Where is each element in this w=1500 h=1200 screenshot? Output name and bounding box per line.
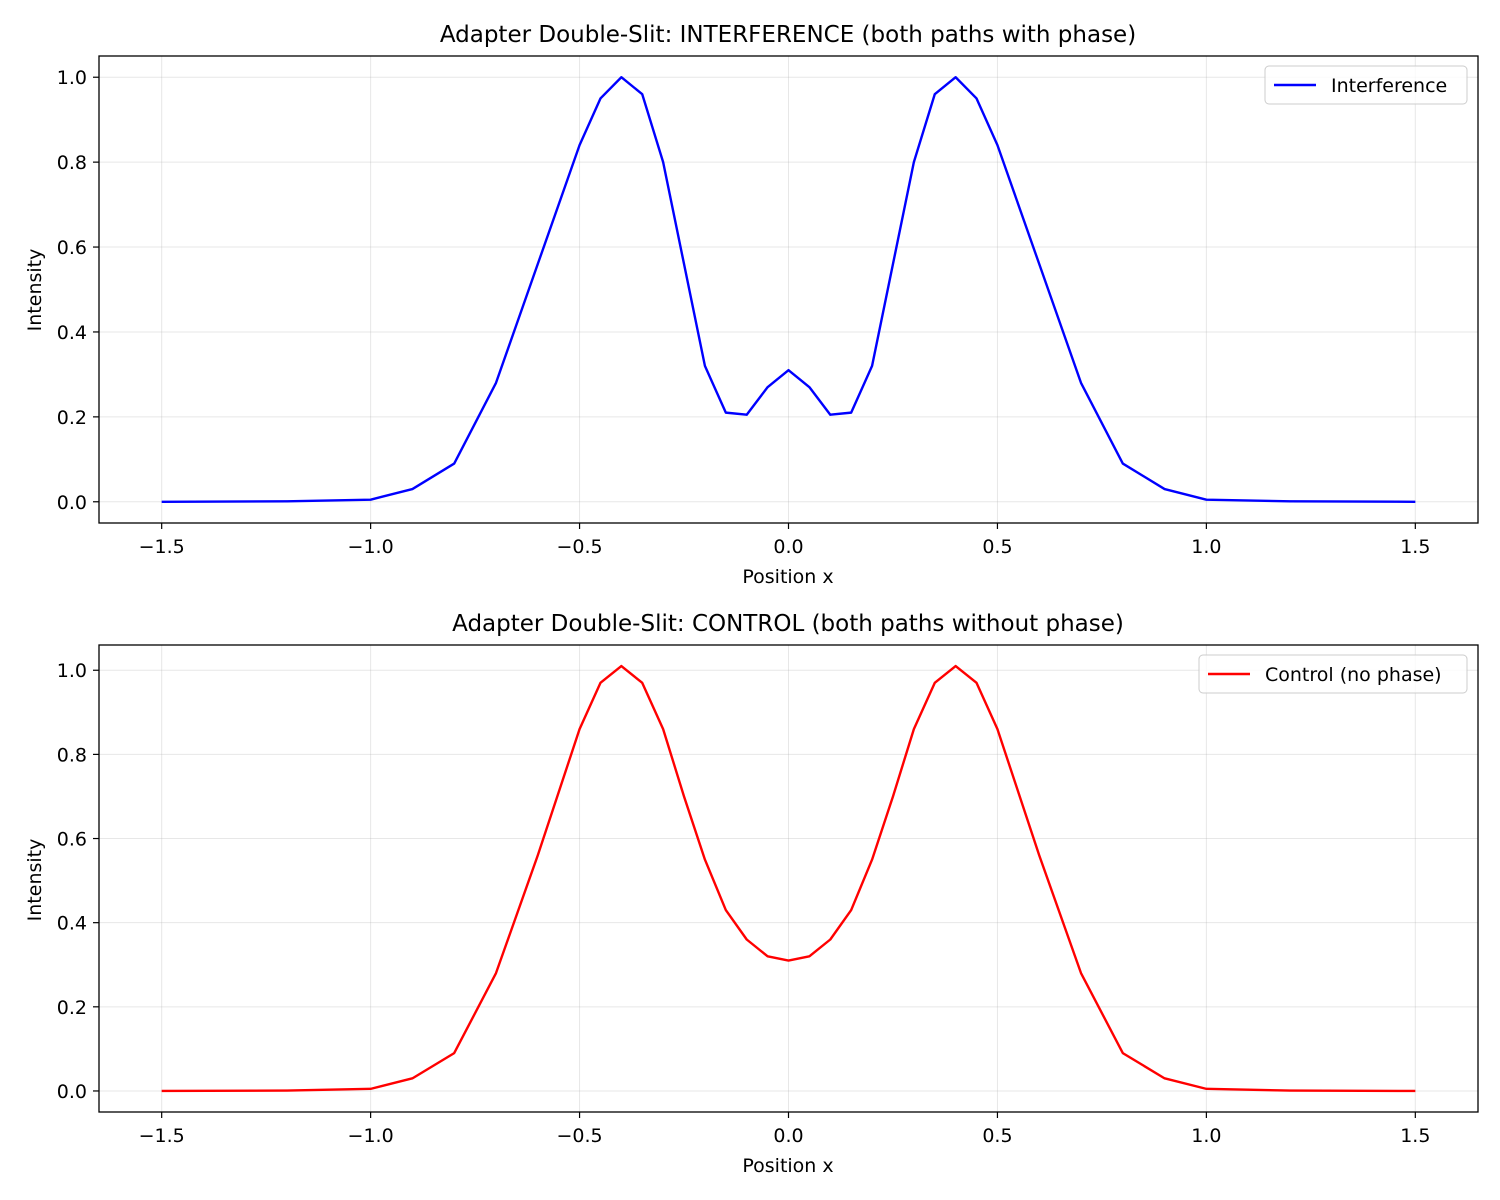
control-x-tick-label: 0.0 [773, 1125, 803, 1147]
interference-x-tick-label: −1.5 [139, 536, 185, 558]
interference-legend-label: Interference [1331, 75, 1447, 97]
control-legend-label: Control (no phase) [1265, 664, 1442, 686]
control-panel: Adapter Double-Slit: CONTROL (both paths… [24, 611, 1479, 1177]
interference-y-axis-label: Intensity [24, 249, 46, 332]
interference-y-tick-label: 0.6 [57, 237, 87, 259]
interference-x-tick-label: 0.0 [773, 536, 803, 558]
control-y-tick-label: 1.0 [57, 660, 87, 682]
control-y-tick-label: 0.0 [57, 1081, 87, 1103]
control-chart-title: Adapter Double-Slit: CONTROL (both paths… [452, 611, 1124, 637]
interference-x-tick-label: 1.5 [1400, 536, 1430, 558]
interference-y-tick-label: 0.8 [57, 152, 87, 174]
control-series-line [161, 664, 1416, 1093]
control-y-axis-label: Intensity [24, 839, 46, 922]
interference-series-line [161, 76, 1416, 503]
interference-x-tick-label: −1.0 [348, 536, 394, 558]
control-x-axis-label: Position x [742, 1155, 833, 1177]
interference-y-tick-label: 0.2 [57, 407, 87, 429]
control-x-tick-label: −1.5 [139, 1125, 185, 1147]
control-x-tick-label: 1.5 [1400, 1125, 1430, 1147]
control-x-tick-label: −1.0 [348, 1125, 394, 1147]
interference-y-tick-label: 0.0 [57, 492, 87, 514]
interference-y-tick-label: 0.4 [57, 322, 87, 344]
control-plot-area [99, 645, 1478, 1112]
control-y-tick-label: 0.8 [57, 744, 87, 766]
interference-chart-title: Adapter Double-Slit: INTERFERENCE (both … [440, 22, 1136, 48]
control-y-tick-label: 0.4 [57, 913, 87, 935]
interference-legend-box [1264, 65, 1468, 105]
control-x-tick-label: −0.5 [556, 1125, 602, 1147]
control-y-tick-label: 0.6 [57, 829, 87, 851]
interference-legend: Interference [1264, 65, 1468, 105]
control-legend-box [1198, 654, 1468, 694]
interference-x-tick-label: 1.0 [1191, 536, 1221, 558]
control-legend: Control (no phase) [1198, 654, 1468, 694]
interference-plot-area [99, 56, 1478, 523]
control-x-tick-label: 1.0 [1191, 1125, 1221, 1147]
interference-x-tick-label: −0.5 [556, 536, 602, 558]
control-x-tick-label: 0.5 [982, 1125, 1012, 1147]
interference-x-axis-label: Position x [742, 566, 833, 588]
interference-panel: Adapter Double-Slit: INTERFERENCE (both … [24, 22, 1479, 588]
control-y-tick-label: 0.2 [57, 997, 87, 1019]
interference-y-tick-label: 1.0 [57, 67, 87, 89]
interference-x-tick-label: 0.5 [982, 536, 1012, 558]
